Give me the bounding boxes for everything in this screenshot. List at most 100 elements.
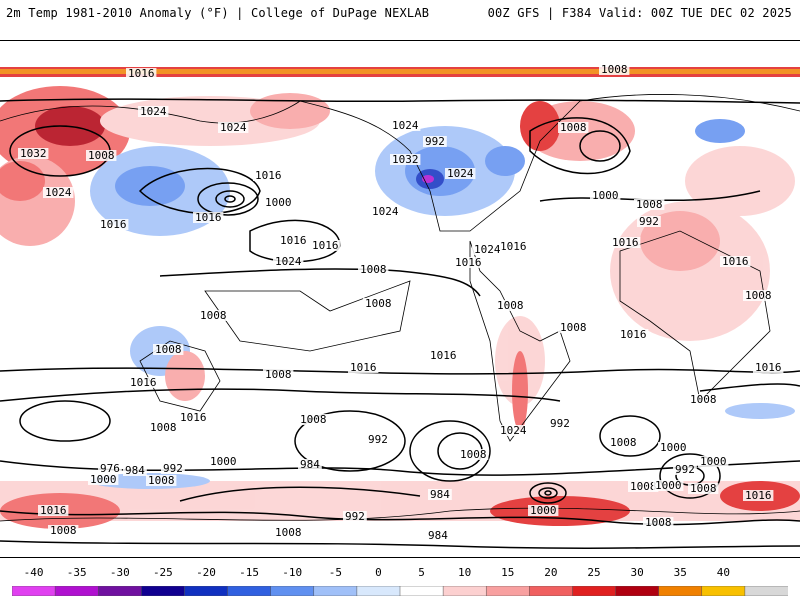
isobar-label: 1008 — [645, 516, 672, 529]
colorbar-swatch — [313, 586, 358, 596]
isobar-label-bg — [610, 237, 641, 248]
color-scale-tick-label: 5 — [418, 566, 425, 579]
isobar-label: 1000 — [530, 504, 557, 517]
isobar-label: 1016 — [100, 218, 127, 231]
isobar-label: 1008 — [690, 482, 717, 495]
colorbar-swatch — [141, 586, 186, 596]
coastlines — [0, 94, 800, 522]
color-scale-tick-label: 35 — [673, 566, 687, 579]
colorbar-swatch — [701, 586, 746, 596]
isobar-label: 1016 — [745, 489, 772, 502]
colorbar-swatch — [184, 586, 229, 596]
isobar-label-bg — [128, 377, 159, 388]
color-scale-tick-label: 20 — [544, 566, 558, 579]
isobar-label: 1008 — [275, 526, 302, 539]
isobar-label: 1008 — [497, 299, 524, 312]
isobar-label: 1008 — [745, 289, 772, 302]
color-scale-tick-label: -20 — [196, 566, 216, 579]
isobar-label: 1016 — [195, 211, 222, 224]
isobar-label: 1016 — [612, 236, 639, 249]
isobar-label: 1016 — [500, 240, 527, 253]
isobar-label: 1000 — [700, 455, 727, 468]
isobar-label-bg — [590, 190, 621, 201]
isobar-label: 992 — [163, 462, 183, 475]
colorbar-swatch — [356, 586, 401, 596]
colorbar-swatch — [227, 586, 272, 596]
isobar-label: 992 — [675, 463, 695, 476]
isobar-label-bg — [390, 154, 421, 165]
isobar-label-bg — [472, 244, 503, 255]
isobar-label: 984 — [430, 488, 450, 501]
isobar-label-bg — [458, 449, 489, 460]
isobar-label-bg — [366, 434, 390, 445]
isobar-label: 1000 — [210, 455, 237, 468]
isobar-label-bg — [426, 530, 450, 541]
isobar-label: 992 — [425, 135, 445, 148]
isobar-label: 984 — [300, 458, 320, 471]
isobar-label-bg — [43, 187, 74, 198]
colorbar-swatch — [744, 586, 788, 596]
isobar-label: 1016 — [128, 67, 155, 80]
isobar-label-bg — [298, 459, 322, 470]
color-scale-tick-label: 40 — [716, 566, 730, 579]
isobar-label-bg — [98, 219, 129, 230]
isobar-label: 1000 — [660, 441, 687, 454]
isobar-label: 1016 — [40, 504, 67, 517]
isobar-label-bg — [599, 64, 630, 75]
map-title: 2m Temp 1981-2010 Anomaly (°F) | College… — [6, 6, 430, 20]
color-scale-tick-label: -35 — [66, 566, 87, 579]
isobar-label-bg — [653, 480, 684, 491]
isobar-label: 1016 — [755, 361, 782, 374]
isobar-label: 1008 — [630, 480, 657, 493]
isobar-label-bg — [178, 412, 209, 423]
isobar-label-bg — [428, 350, 459, 361]
isobar-label-bg — [278, 235, 309, 246]
isobar-label-bg — [608, 437, 639, 448]
isobar-label: 1000 — [90, 473, 117, 486]
isobar-label: 992 — [345, 510, 365, 523]
isobar-labels: 1016 100810241008102410081016103210249921… — [18, 63, 784, 542]
isobar-label-bg — [753, 362, 784, 373]
isobar-label: 1008 — [365, 297, 392, 310]
isobar-label-bg — [688, 483, 719, 494]
isobar-label: 1016 — [455, 256, 482, 269]
isobar-label-bg — [673, 464, 697, 475]
isobar-label: 984 — [125, 464, 145, 477]
isobar-label: 1008 — [150, 421, 177, 434]
isobar-label-bg — [558, 322, 589, 333]
isobar-label: 1008 — [88, 149, 115, 162]
isobar-label: 1008 — [200, 309, 227, 322]
isobar-label: 1008 — [265, 368, 292, 381]
color-scale-tick-label: 30 — [630, 566, 644, 579]
isobar-label-bg — [198, 310, 229, 321]
map-panel: 1016 1008 1024 1008 1024 1008 1016 1032 1024 992 1… — [0, 40, 800, 558]
isobar-label: 1008 — [601, 63, 628, 76]
isobar-label: 1000 — [655, 479, 682, 492]
isobar-label: 984 — [428, 529, 448, 542]
isobar-label-bg — [548, 418, 572, 429]
isobar-label-bg — [18, 148, 49, 159]
color-scale: -40 -35 -30 -25 -20 -15 -10 -5 0 5 10 15 20 25 30 35 40 — [0, 566, 800, 600]
colorbar-swatch — [615, 586, 660, 596]
isobar-label: 1016 — [620, 328, 647, 341]
isobar-label-bg — [86, 150, 117, 161]
isobar-label-bg — [743, 490, 774, 501]
isobar-label-bg — [445, 168, 476, 179]
isobar-label-bg — [88, 474, 119, 485]
isobar-label-bg — [123, 465, 147, 476]
isobar-label: 1024 — [275, 255, 302, 268]
isobar-label-bg — [698, 456, 729, 467]
color-scale-tick-label: 15 — [501, 566, 515, 579]
isobar-label: 1024 — [45, 186, 72, 199]
isobar-label: 992 — [550, 417, 570, 430]
isobar-label: 976 — [100, 462, 120, 475]
isobar-label-bg — [48, 525, 79, 536]
isobar-label: 1008 — [148, 474, 175, 487]
isobar-label-bg — [743, 290, 774, 301]
isobar-label-bg — [453, 257, 484, 268]
isobar-label: 1016 — [180, 411, 207, 424]
isobar-label: 1008 — [636, 198, 663, 211]
isobar-label-bg — [688, 394, 719, 405]
isobar-label-bg — [428, 489, 452, 500]
isobar-label-bg — [528, 505, 559, 516]
